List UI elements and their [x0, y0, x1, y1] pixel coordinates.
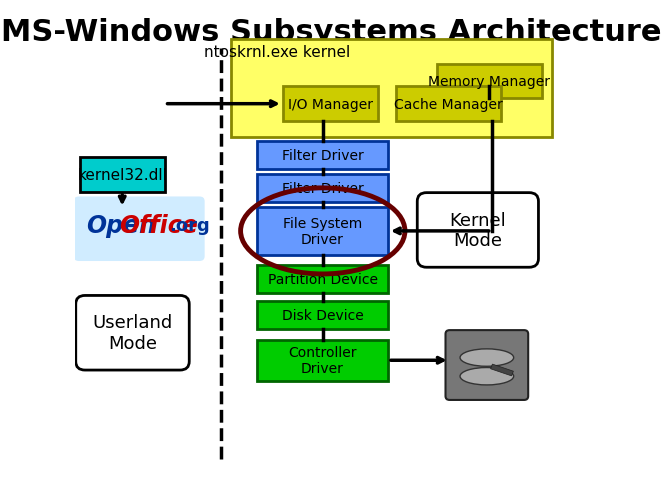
- Text: Disk Device: Disk Device: [282, 309, 363, 323]
- FancyBboxPatch shape: [417, 193, 538, 268]
- Text: Open: Open: [86, 214, 156, 238]
- Bar: [231, 39, 552, 137]
- Text: File System
Driver: File System Driver: [283, 216, 362, 246]
- Ellipse shape: [460, 349, 514, 367]
- Text: Partition Device: Partition Device: [267, 273, 377, 287]
- FancyBboxPatch shape: [446, 330, 528, 400]
- Text: I/O Manager: I/O Manager: [288, 97, 373, 111]
- Bar: [491, 364, 513, 376]
- Text: Office: Office: [119, 214, 198, 238]
- Text: .org: .org: [168, 216, 210, 235]
- Text: Userland
Mode: Userland Mode: [92, 314, 172, 352]
- FancyBboxPatch shape: [76, 296, 189, 370]
- Text: Filter Driver: Filter Driver: [282, 148, 363, 163]
- Text: ntoskrnl.exe kernel: ntoskrnl.exe kernel: [204, 45, 351, 60]
- Text: Controller
Driver: Controller Driver: [288, 346, 357, 375]
- Text: Cache Manager: Cache Manager: [394, 97, 503, 111]
- FancyBboxPatch shape: [74, 197, 205, 262]
- Bar: [257, 175, 388, 203]
- Bar: [80, 158, 164, 192]
- Text: Kernel
Mode: Kernel Mode: [450, 211, 507, 250]
- Bar: [257, 301, 388, 329]
- Bar: [257, 266, 388, 293]
- Bar: [437, 65, 542, 99]
- Bar: [257, 142, 388, 169]
- Text: MS-Windows Subsystems Architecture: MS-Windows Subsystems Architecture: [1, 18, 662, 47]
- Bar: [257, 340, 388, 381]
- Bar: [396, 87, 501, 121]
- Text: Filter Driver: Filter Driver: [282, 182, 363, 196]
- Ellipse shape: [460, 368, 514, 385]
- Bar: [257, 207, 388, 255]
- Bar: [282, 87, 378, 121]
- Text: Memory Manager: Memory Manager: [428, 75, 550, 89]
- Text: kernel32.dll: kernel32.dll: [78, 168, 167, 182]
